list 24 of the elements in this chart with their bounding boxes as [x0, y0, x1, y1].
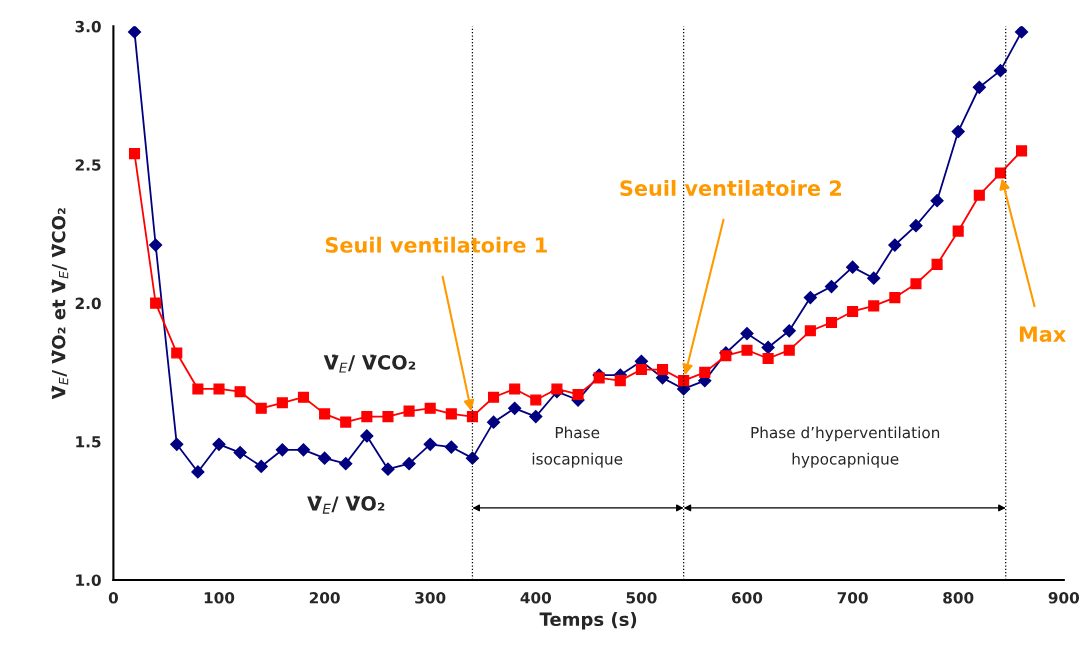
- y-tick-label: 2.5: [75, 159, 101, 171]
- x-tick-label: 900: [1048, 592, 1080, 604]
- annotation: Max: [1019, 326, 1066, 342]
- x-tick-label: 100: [204, 592, 235, 604]
- annotation: Phase isocapnique: [532, 426, 623, 468]
- annotation: V̇$_{E}$/ V̇O₂: [307, 495, 385, 514]
- x-tick-label: 700: [837, 592, 868, 604]
- y-axis-title: V̇$_{E}$/ V̇O₂ et V̇$_{E}$/ V̇CO₂: [51, 208, 69, 400]
- x-tick-label: 200: [309, 592, 340, 604]
- annotation: Seuil ventilatoire 1: [325, 236, 547, 253]
- annotation: Seuil ventilatoire 2: [620, 179, 841, 197]
- y-tick-label: 3.0: [75, 20, 101, 33]
- x-tick-label: 800: [943, 592, 974, 604]
- x-tick-label: 300: [415, 592, 446, 604]
- y-tick-label: 2.0: [75, 297, 101, 310]
- annotation: V̇$_{E}$/ V̇CO₂: [323, 354, 416, 373]
- x-tick-label: 500: [626, 592, 657, 604]
- x-tick-label: 600: [732, 592, 763, 604]
- x-axis-title: Temps (s): [539, 612, 637, 630]
- y-tick-label: 1.5: [76, 436, 101, 448]
- x-tick-label: 0: [108, 592, 118, 604]
- x-tick-label: 400: [520, 592, 552, 604]
- y-tick-label: 1.0: [76, 574, 101, 586]
- annotation: Phase d’hyperventilation hypocapnique: [751, 426, 940, 468]
